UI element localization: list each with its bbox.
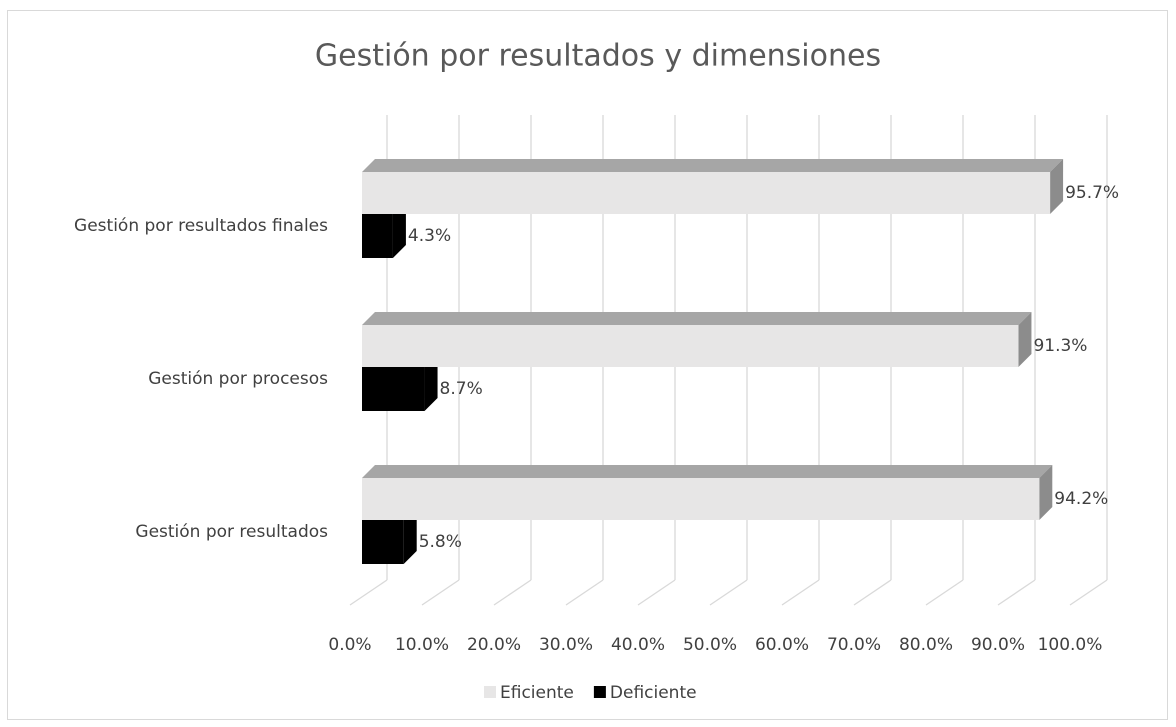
data-label: 94.2% <box>1054 489 1108 509</box>
data-label: 8.7% <box>440 379 483 399</box>
bar-top <box>362 159 1064 172</box>
x-tick-label: 40.0% <box>611 635 665 655</box>
floor-grid-line <box>637 579 676 606</box>
x-tick-label: 70.0% <box>827 635 881 655</box>
bar-front <box>362 367 425 411</box>
legend-swatch <box>593 686 606 698</box>
legend-label: Eficiente <box>500 683 574 703</box>
floor-grid-line <box>493 579 532 606</box>
floor-grid-line <box>421 579 460 606</box>
x-tick-label: 100.0% <box>1038 635 1103 655</box>
data-label: 91.3% <box>1033 336 1087 356</box>
floor-grid-line <box>853 579 892 606</box>
floor-grid-line <box>781 579 820 606</box>
x-tick-label: 0.0% <box>328 635 371 655</box>
bar-side <box>424 354 438 411</box>
bar-side <box>1050 159 1064 214</box>
floor-grid-line <box>925 579 964 606</box>
bar <box>362 159 1064 214</box>
bar-side <box>1018 312 1032 367</box>
bar-front <box>362 214 393 258</box>
x-tick-label: 20.0% <box>467 635 521 655</box>
bar-side <box>392 201 406 258</box>
floor-grid-line <box>349 579 388 606</box>
y-tick-label: Gestión por procesos <box>148 369 328 389</box>
legend-label: Deficiente <box>610 683 697 703</box>
bar-top <box>362 312 1032 325</box>
data-label: 95.7% <box>1065 183 1119 203</box>
bar <box>362 465 1053 520</box>
bar-side <box>1039 465 1053 520</box>
bar-front <box>362 172 1051 214</box>
data-label: 4.3% <box>408 226 451 246</box>
chart-title: Gestión por resultados y dimensiones <box>315 39 881 74</box>
bar <box>362 312 1032 367</box>
y-tick-label: Gestión por resultados finales <box>74 216 328 236</box>
floor-grid-line <box>709 579 748 606</box>
bar-front <box>362 325 1019 367</box>
data-label: 5.8% <box>419 532 462 552</box>
legend-swatch <box>484 686 496 698</box>
x-tick-label: 30.0% <box>539 635 593 655</box>
x-tick-label: 50.0% <box>683 635 737 655</box>
y-tick-label: Gestión por resultados <box>135 522 328 542</box>
bar-front <box>362 520 404 564</box>
bar-front <box>362 478 1040 520</box>
bar-side <box>403 507 417 564</box>
floor-grid-line <box>1069 579 1108 606</box>
bar-top <box>362 465 1053 478</box>
x-tick-label: 90.0% <box>971 635 1025 655</box>
x-tick-label: 60.0% <box>755 635 809 655</box>
x-tick-label: 80.0% <box>899 635 953 655</box>
floor-grid-line <box>565 579 604 606</box>
floor-grid-line <box>997 579 1036 606</box>
x-tick-label: 10.0% <box>395 635 449 655</box>
